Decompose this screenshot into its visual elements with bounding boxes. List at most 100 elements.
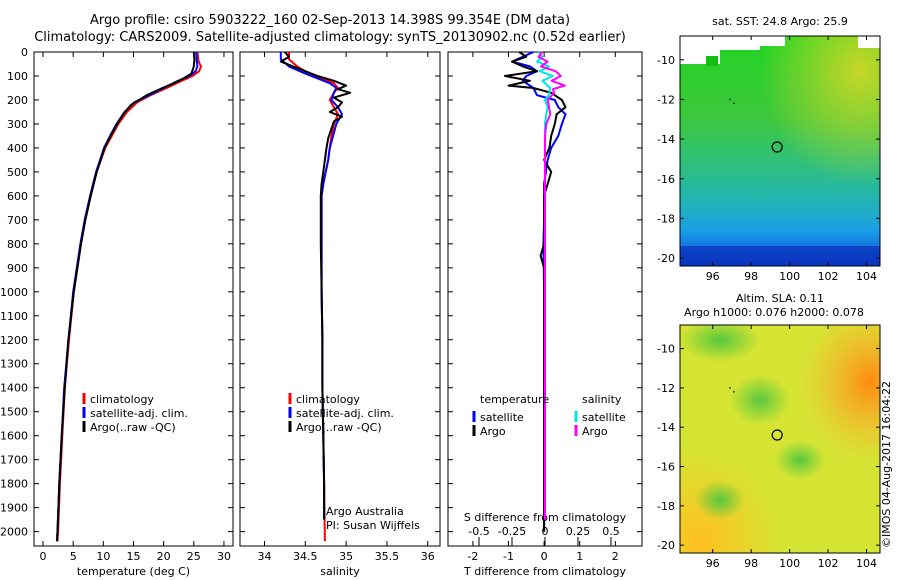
map-y-tick-label: -20 — [657, 539, 675, 552]
x-tick-label: 35 — [339, 550, 353, 563]
profile-panel-1: 0 100 200 300 400 500 600 700 800 900 1000 1100 1200… — [0, 46, 234, 578]
x-axis-label: T difference from climatology — [463, 565, 626, 578]
y-tick-label: 300 — [7, 118, 28, 131]
x-tick-label: 10 — [96, 550, 110, 563]
y-tick-label: 1800 — [0, 478, 28, 491]
map-subtitle: Argo h1000: 0.076 h2000: 0.078 — [684, 306, 864, 319]
x-tick-label: 36 — [421, 550, 435, 563]
map-y-tick-label: -18 — [657, 500, 675, 513]
map-frame — [679, 324, 881, 554]
series-line-satellite-adj-clim- — [55, 51, 199, 542]
y-tick-label: 1900 — [0, 502, 28, 515]
track-dot — [729, 387, 731, 389]
map-y-tick-label: -14 — [657, 133, 675, 146]
y-tick-label: 1100 — [0, 310, 28, 323]
legend-label: Argo(..raw -QC) — [90, 421, 176, 434]
legend-title: salinity — [582, 393, 622, 406]
map-y-tick-label: -12 — [657, 382, 675, 395]
x-axis-label: salinity — [320, 565, 360, 578]
argo-position-marker — [771, 429, 783, 441]
plot-frame — [33, 51, 234, 547]
y-tick-label: 0 — [21, 46, 28, 59]
y-tick-label: 200 — [7, 94, 28, 107]
legend-label: Argo — [582, 425, 608, 438]
chart-title-line1: Argo profile: csiro 5903222_160 02-Sep-2… — [89, 13, 571, 28]
map-y-tick-label: -16 — [657, 173, 675, 186]
map-x-tick-label: 96 — [706, 557, 720, 570]
y-tick-label: 800 — [7, 238, 28, 251]
y-tick-label: 1000 — [0, 286, 28, 299]
map-y-tick-label: -16 — [657, 461, 675, 474]
map-y-tick-label: -12 — [657, 93, 675, 106]
series-line-salinity-argo — [537, 51, 566, 520]
legend-label: Argo(..raw -QC) — [296, 421, 382, 434]
profile-panel-2: 34 34.5 35 35.5 36 salinity climatologysatelli… — [239, 51, 441, 578]
y-tick-label: 1300 — [0, 358, 28, 371]
argo-position-marker — [771, 141, 783, 153]
map-y-tick-label: -14 — [657, 421, 675, 434]
map-x-tick-label: 102 — [818, 270, 839, 283]
x-top-tick-label: 0.25 — [566, 525, 591, 538]
sla-map-image — [680, 325, 880, 553]
annotation-text: PI: Susan Wijffels — [326, 519, 420, 532]
series-line-temperature-satellite — [511, 51, 567, 532]
legend-title: temperature — [480, 393, 549, 406]
track-dot — [729, 98, 731, 101]
y-tick-label: 600 — [7, 190, 28, 203]
legend-label: satellite — [480, 411, 524, 424]
x-tick-label: 25 — [187, 550, 201, 563]
y-tick-label: 1700 — [0, 454, 28, 467]
x-tick-label: -2 — [467, 550, 478, 563]
map-title: sat. SST: 24.8 Argo: 25.9 — [712, 15, 848, 28]
y-tick-label: 1500 — [0, 406, 28, 419]
map-x-tick-label: 104 — [856, 557, 877, 570]
map-y-tick-label: -18 — [657, 212, 675, 225]
series-line-climatology — [288, 52, 339, 542]
y-tick-label: 700 — [7, 214, 28, 227]
sst-map-image — [680, 36, 880, 266]
track-dot — [733, 391, 735, 393]
x-tick-label: 2 — [612, 550, 619, 563]
y-tick-label: 2000 — [0, 526, 28, 539]
map-x-tick-label: 100 — [779, 557, 800, 570]
x-tick-label: 5 — [70, 550, 77, 563]
map-y-tick-label: -10 — [657, 54, 675, 67]
map-frame — [679, 35, 881, 267]
profile-panel-3: -2 -1 0 1 2 T difference from climatology -0.5… — [447, 51, 643, 578]
map-x-tick-label: 98 — [744, 557, 758, 570]
map-x-tick-label: 100 — [779, 270, 800, 283]
map-x-tick-label: 104 — [856, 270, 877, 283]
map-x-tick-label: 96 — [706, 270, 720, 283]
series-line-temperature-argo — [504, 51, 567, 532]
series-line-climatology — [56, 51, 202, 542]
x-tick-label: 34.5 — [293, 550, 318, 563]
legend-label: Argo — [480, 425, 506, 438]
x-tick-label: 30 — [217, 550, 231, 563]
map-x-tick-label: 98 — [744, 270, 758, 283]
annotation-text: Argo Australia — [326, 505, 404, 518]
y-tick-label: 1600 — [0, 430, 28, 443]
y-tick-label: 100 — [7, 70, 28, 83]
map-x-tick-label: 102 — [818, 557, 839, 570]
legend-label: climatology — [90, 393, 154, 406]
x-tick-label: 35.5 — [375, 550, 400, 563]
x-tick-label: 15 — [127, 550, 141, 563]
y-tick-label: 1200 — [0, 334, 28, 347]
x-axis-label: temperature (deg C) — [77, 565, 190, 578]
x-tick-label: 1 — [576, 550, 583, 563]
x-top-tick-label: -0.25 — [498, 525, 526, 538]
y-tick-label: 400 — [7, 142, 28, 155]
credit-timestamp: ©IMOS 04-Aug-2017 16:04:22 — [880, 381, 893, 548]
legend-label: climatology — [296, 393, 360, 406]
map-y-tick-label: -20 — [657, 252, 675, 265]
x-tick-label: 34 — [257, 550, 271, 563]
series-line-argo-raw-qc- — [55, 51, 196, 542]
y-tick-label: 900 — [7, 262, 28, 275]
legend-label: satellite-adj. clim. — [90, 407, 188, 420]
x-top-tick-label: -0.5 — [468, 525, 489, 538]
map-panel-1: sat. SST: 24.8 Argo: 25.9 96 98 100 102 104 -1… — [657, 15, 881, 283]
x-tick-label: -1 — [503, 550, 514, 563]
y-tick-label: 500 — [7, 166, 28, 179]
